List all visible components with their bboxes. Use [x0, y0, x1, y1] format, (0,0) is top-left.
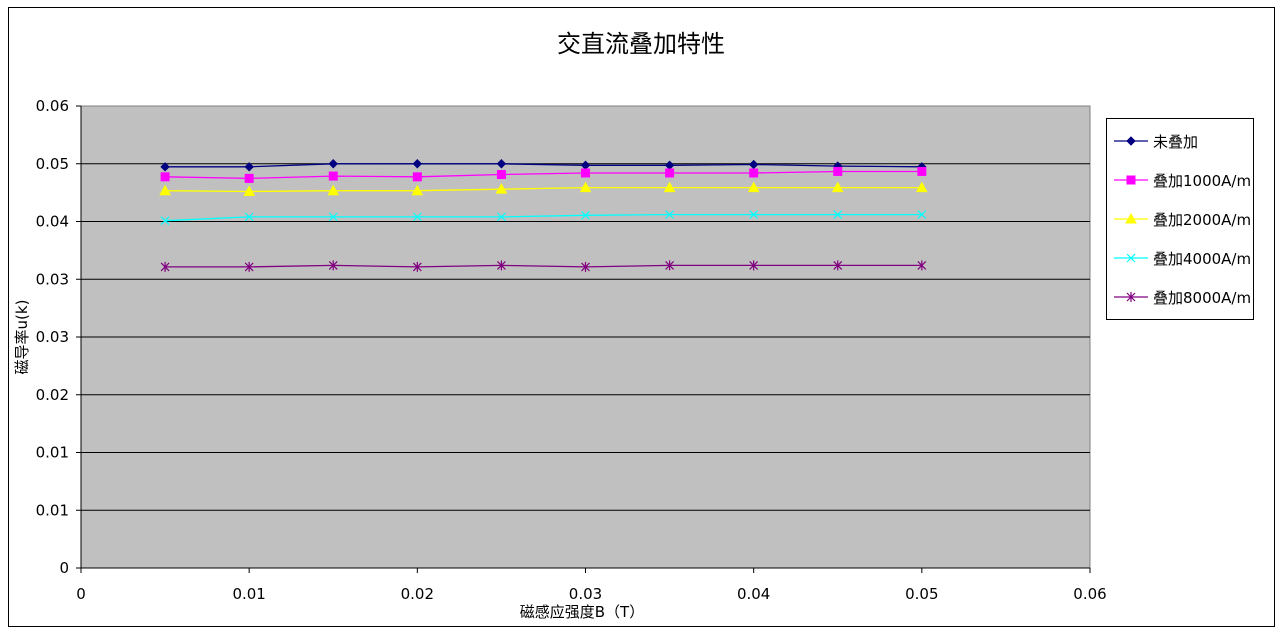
legend-swatch-marker — [1126, 292, 1136, 302]
series-line — [165, 213, 922, 222]
data-point — [581, 261, 590, 272]
data-point — [328, 212, 338, 222]
data-point — [160, 162, 170, 172]
data-point — [328, 159, 338, 169]
x-tick-label: 0.02 — [401, 585, 434, 603]
series-line — [165, 163, 922, 168]
y-tick-label: 0.04 — [36, 213, 69, 231]
y-tick-label: 0.01 — [36, 501, 69, 519]
legend-swatch-marker — [1126, 253, 1136, 263]
legend-label: 叠加4000A/m — [1153, 250, 1251, 268]
data-point — [833, 166, 843, 176]
legend-swatch-marker — [1126, 175, 1136, 185]
data-point — [915, 181, 928, 193]
data-point — [244, 162, 254, 172]
legend-swatch-marker — [1126, 136, 1136, 146]
data-point — [496, 159, 507, 169]
data-point — [412, 172, 422, 182]
legend-label: 叠加8000A/m — [1153, 289, 1251, 307]
legend-item-5: 叠加8000A/m — [1114, 289, 1251, 307]
data-point — [243, 185, 256, 196]
data-point — [833, 210, 843, 219]
x-tick-label: 0.04 — [737, 585, 770, 603]
data-point — [412, 159, 423, 169]
data-point — [244, 212, 254, 222]
y-tick-label: 0.03 — [36, 270, 69, 288]
y-tick-label: 0.06 — [36, 97, 69, 115]
data-point — [747, 181, 760, 193]
y-axis-ticks: 0 0.01 0.01 0.02 0.03 0.03 0.04 0.05 0.06 — [36, 97, 81, 577]
x-axis-ticks: 0 0.01 0.02 0.03 0.04 0.05 0.06 — [76, 568, 1107, 603]
data-point — [244, 261, 254, 272]
data-point — [412, 212, 422, 222]
legend-swatch-marker — [1125, 212, 1137, 224]
x-tick-label: 0.06 — [1073, 585, 1106, 603]
x-tick-label: 0.03 — [569, 585, 602, 603]
data-point — [581, 168, 590, 178]
data-point — [917, 260, 927, 271]
series-layer — [159, 159, 928, 272]
data-point — [160, 172, 170, 182]
data-point — [244, 173, 254, 183]
series-3 — [159, 181, 928, 196]
data-point — [581, 210, 590, 220]
series-2 — [160, 166, 927, 183]
data-point — [496, 260, 506, 271]
data-point — [496, 212, 506, 222]
data-point — [665, 210, 675, 219]
x-tick-label: 0.01 — [232, 585, 265, 603]
data-point — [749, 168, 759, 178]
legend-label: 未叠加 — [1153, 133, 1198, 151]
data-point — [412, 261, 422, 272]
x-axis-label: 磁感应强度B（T） — [520, 603, 644, 621]
data-point — [833, 260, 843, 271]
chart-title: 交直流叠加特性 — [557, 30, 725, 58]
data-point — [328, 171, 338, 181]
y-axis-label: 磁导率u(k) — [13, 300, 31, 375]
data-point — [579, 181, 592, 193]
data-point — [328, 260, 338, 271]
y-tick-label: 0 — [59, 559, 69, 577]
legend-item-2: 叠加1000A/m — [1114, 172, 1251, 190]
x-tick-label: 0 — [76, 585, 86, 603]
data-point — [159, 184, 171, 196]
series-line — [165, 186, 922, 193]
data-point — [749, 260, 759, 271]
data-point — [160, 261, 170, 272]
data-point — [496, 170, 506, 180]
data-point — [665, 260, 675, 271]
data-point — [495, 183, 508, 194]
data-point — [411, 184, 424, 196]
series-line — [165, 264, 922, 268]
y-tick-label: 0.01 — [36, 444, 69, 462]
y-tick-label: 0.03 — [36, 328, 69, 346]
legend-item-4: 叠加4000A/m — [1114, 250, 1251, 268]
data-point — [160, 216, 170, 226]
legend-item-1: 未叠加 — [1114, 133, 1198, 151]
series-4 — [160, 210, 927, 226]
data-point — [663, 181, 676, 193]
data-point — [917, 166, 927, 176]
legend-label: 叠加1000A/m — [1153, 172, 1251, 190]
legend-label: 叠加2000A/m — [1153, 211, 1251, 229]
data-point — [749, 210, 759, 219]
series-5 — [160, 260, 927, 272]
data-point — [917, 210, 927, 219]
y-tick-label: 0.05 — [36, 155, 69, 173]
data-point — [327, 184, 340, 196]
series-line — [165, 170, 922, 180]
x-tick-label: 0.05 — [905, 585, 938, 603]
legend-item-3: 叠加2000A/m — [1114, 211, 1251, 229]
data-point — [831, 181, 844, 193]
y-tick-label: 0.02 — [36, 386, 69, 404]
data-point — [665, 168, 675, 178]
